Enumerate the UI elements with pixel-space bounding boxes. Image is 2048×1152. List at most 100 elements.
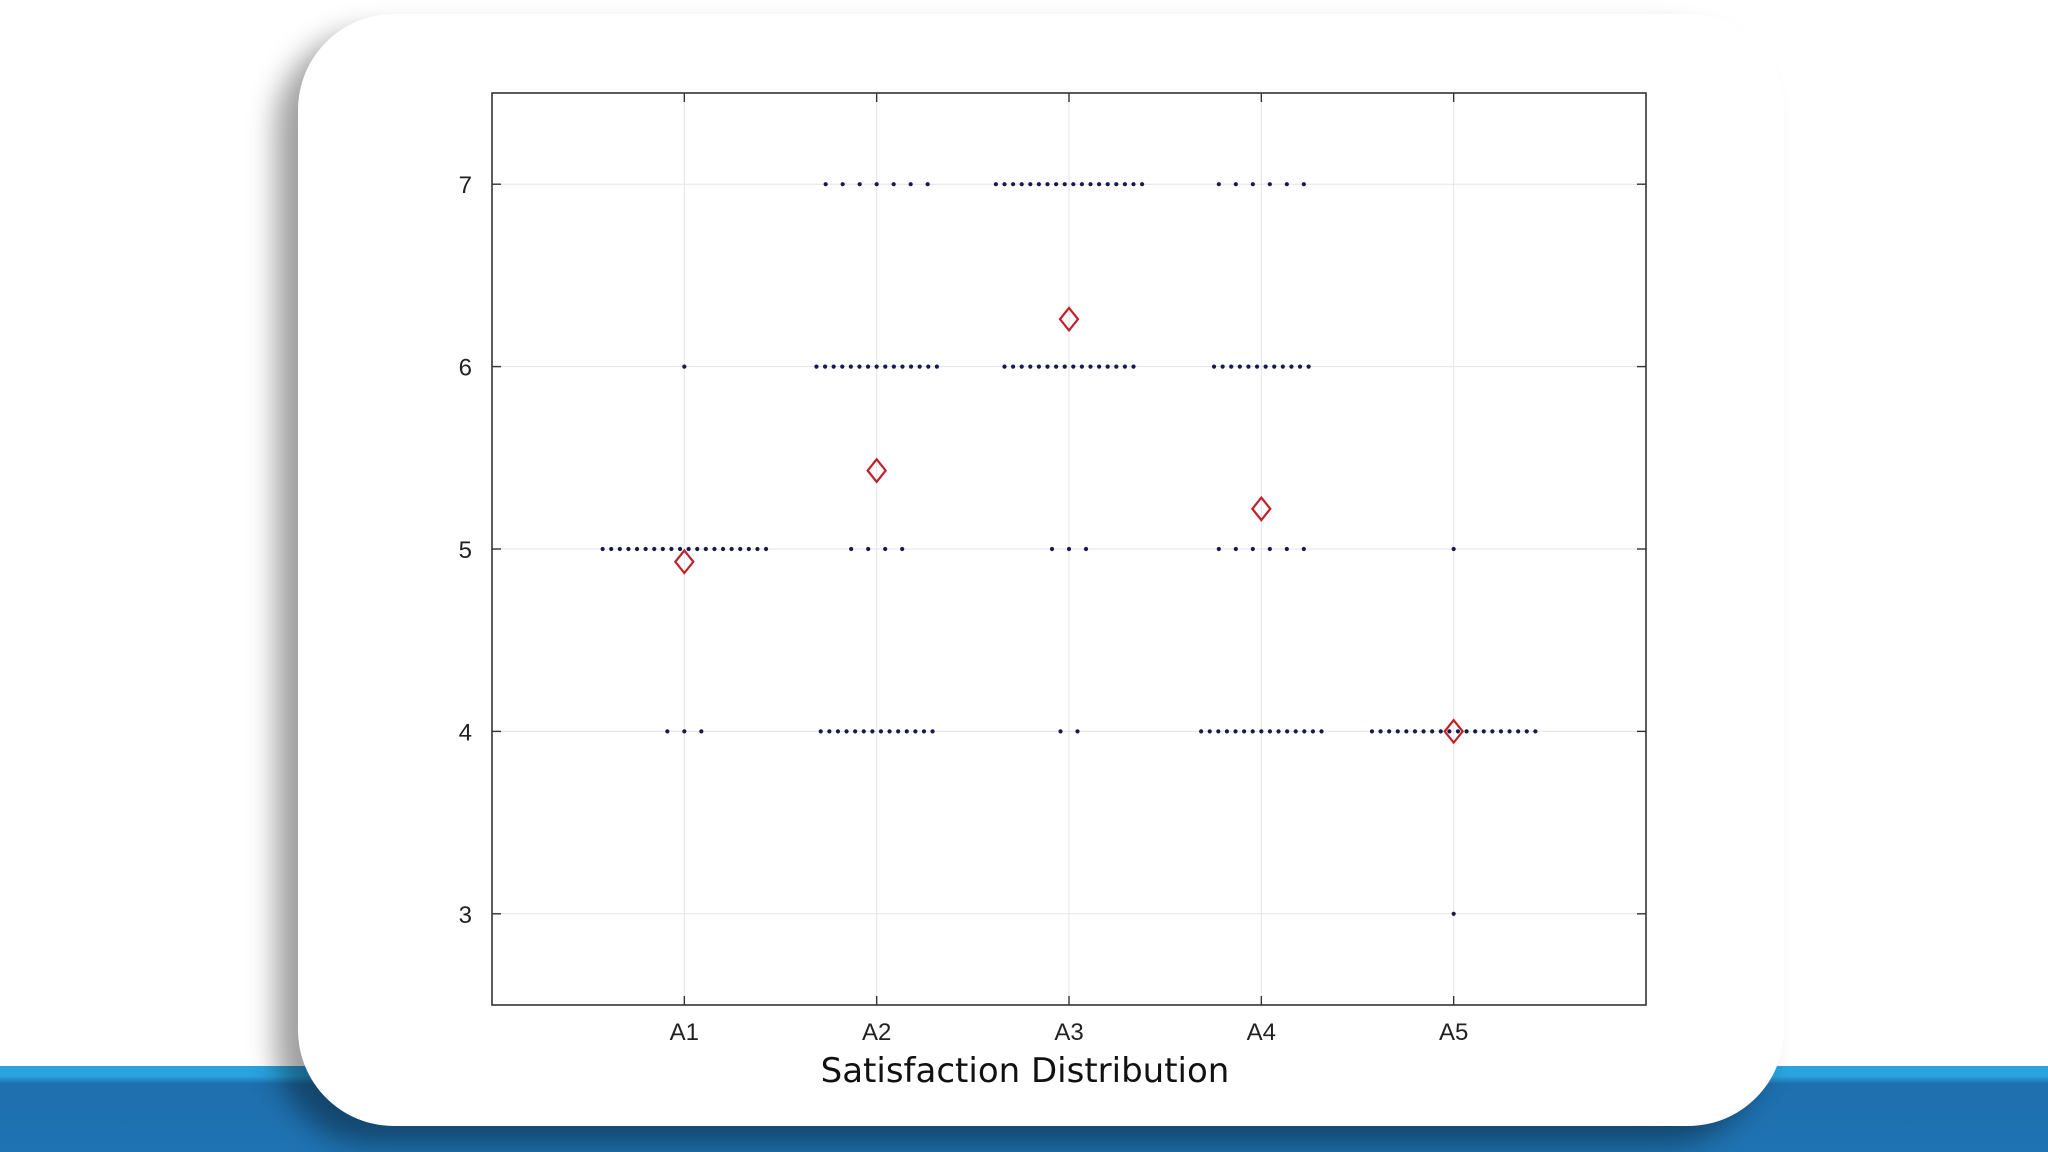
response-point <box>900 364 905 369</box>
response-point <box>1114 364 1119 369</box>
response-point <box>1276 729 1281 734</box>
response-point <box>1395 729 1400 734</box>
response-point <box>891 182 896 187</box>
mean-marker <box>1058 306 1080 333</box>
response-point <box>1011 364 1016 369</box>
response-point <box>1028 182 1033 187</box>
response-point <box>904 729 909 734</box>
response-point <box>1054 182 1059 187</box>
response-point <box>926 364 931 369</box>
response-point <box>1259 729 1264 734</box>
response-point <box>1045 364 1050 369</box>
y-tick-label: 7 <box>459 172 472 199</box>
response-point <box>827 729 832 734</box>
response-point <box>1306 364 1311 369</box>
response-point <box>1071 182 1076 187</box>
response-point <box>1036 364 1041 369</box>
response-point <box>669 546 674 552</box>
response-point <box>665 729 670 734</box>
response-point <box>1242 729 1247 734</box>
response-point <box>1049 546 1055 552</box>
response-point <box>1199 729 1204 734</box>
response-point <box>1507 729 1512 734</box>
response-point <box>1045 182 1050 187</box>
response-point <box>1430 729 1435 734</box>
response-point <box>1028 364 1033 369</box>
response-point <box>1412 729 1418 734</box>
response-point <box>1516 729 1521 734</box>
response-point <box>1097 182 1102 187</box>
response-point <box>1267 729 1273 734</box>
response-point <box>1250 729 1255 734</box>
response-point <box>1233 729 1238 734</box>
response-point <box>746 546 751 552</box>
response-point <box>934 364 939 369</box>
axis-ticks <box>492 93 1646 1005</box>
y-tick-label: 4 <box>459 719 472 746</box>
mean-marker <box>1250 495 1272 522</box>
response-point <box>1481 729 1486 734</box>
response-point <box>609 546 614 552</box>
response-point <box>917 364 922 369</box>
response-point <box>1387 729 1392 734</box>
response-point <box>1319 729 1324 734</box>
response-point <box>1105 182 1110 187</box>
response-points <box>600 182 1538 916</box>
x-tick-label: A1 <box>670 1019 699 1046</box>
response-point <box>617 546 622 552</box>
response-point <box>883 364 888 369</box>
response-point <box>720 546 726 552</box>
response-point <box>908 182 913 187</box>
response-point <box>1062 364 1067 369</box>
response-point <box>1246 364 1251 369</box>
response-point <box>1088 364 1093 369</box>
response-point <box>677 546 683 552</box>
response-point <box>1002 364 1007 369</box>
response-point <box>1263 364 1268 369</box>
response-point <box>729 546 734 552</box>
response-point <box>1097 364 1102 369</box>
response-point <box>1019 364 1024 369</box>
response-point <box>1301 182 1306 187</box>
response-point <box>930 729 935 734</box>
response-point <box>853 729 858 734</box>
response-point <box>1267 182 1272 187</box>
response-point <box>763 546 769 552</box>
response-point <box>660 546 665 552</box>
response-point <box>840 182 845 187</box>
response-point <box>1404 729 1409 734</box>
response-point <box>1066 546 1072 552</box>
response-point <box>896 729 901 734</box>
response-point <box>1071 364 1076 369</box>
response-point <box>1302 729 1307 734</box>
response-point <box>1310 729 1316 734</box>
response-point <box>682 364 687 369</box>
response-point <box>835 729 841 734</box>
response-point <box>1122 182 1127 187</box>
response-point <box>1464 729 1469 734</box>
response-point <box>652 546 657 552</box>
response-point <box>1451 546 1456 552</box>
response-point <box>682 729 687 734</box>
response-point <box>818 729 823 734</box>
response-point <box>1421 729 1426 734</box>
response-point <box>1058 729 1063 734</box>
x-tick-label: A4 <box>1247 1019 1276 1046</box>
response-point <box>1216 729 1221 734</box>
response-point <box>900 546 905 552</box>
response-point <box>1280 364 1285 369</box>
response-point <box>1301 546 1306 552</box>
response-point <box>1207 729 1212 734</box>
response-point <box>1233 182 1238 187</box>
response-point <box>1250 546 1255 552</box>
response-point <box>848 364 853 369</box>
response-point <box>887 729 892 734</box>
response-point <box>1250 182 1255 187</box>
response-point <box>925 182 930 187</box>
response-point <box>849 546 854 552</box>
response-point <box>600 546 605 552</box>
response-point <box>857 364 862 369</box>
response-point <box>1140 182 1145 187</box>
y-tick-label: 3 <box>459 902 472 929</box>
response-point <box>1233 546 1238 552</box>
